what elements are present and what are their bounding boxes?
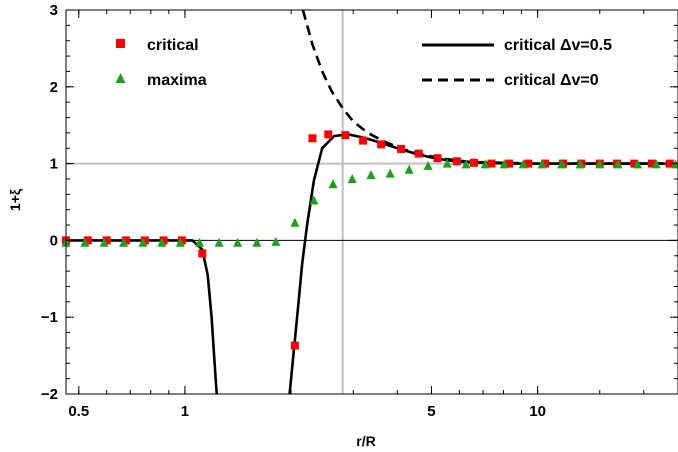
legend: critical maxima critical Δv=0.5 critical… [115,37,612,89]
critical-point [341,131,350,140]
y-tick-label: 3 [50,2,58,19]
maxima-point [518,159,528,169]
critical-point [377,140,386,149]
maxima-point [80,237,90,247]
y-axis-label: 1+ξ [7,188,23,211]
maxima-point [309,195,319,205]
maxima-point [633,159,643,169]
plot-border [65,9,678,395]
maxima-point [366,170,376,180]
critical-point [524,159,533,168]
plot-frame [65,9,678,395]
y-tick-label: −2 [41,386,58,403]
critical-point [83,236,92,245]
critical-point [121,236,130,245]
critical-point [487,159,496,168]
maxima-point [271,236,281,246]
critical-point [433,154,442,163]
maxima-point [195,237,204,247]
critical-point [452,157,461,166]
maxima-point [214,237,224,247]
legend-critical-label: critical [147,37,199,54]
maxima-point [175,237,185,247]
y-tick-label: 2 [50,79,58,96]
critical-point [397,145,406,153]
critical-point [541,159,550,168]
critical-point [159,236,168,245]
x-tick-label: 10 [529,403,546,420]
maxima-point [328,179,338,189]
legend-critical-marker [116,39,125,48]
series-line-2-segment-0 [66,239,218,395]
critical-point [414,149,423,158]
y-tick-label: −1 [41,309,58,326]
x-tick-label: 5 [427,403,435,420]
maxima-point [575,159,585,169]
plot-area [66,10,678,394]
maxima-point [499,159,509,169]
critical-point [665,159,674,168]
x-tick-label: 0.5 [68,403,89,420]
critical-point [324,130,333,139]
legend-dashed-label: critical Δv=0 [504,72,599,89]
legend-maxima-label: maxima [147,72,207,89]
critical-point [290,341,299,350]
maxima-point [461,159,471,169]
maxima-point [99,237,109,247]
maxima-point [233,237,243,247]
critical-point [102,236,111,245]
critical-point [198,249,207,258]
maxima-point [404,164,414,174]
plot-background [66,10,678,394]
y-tick-label: 0 [50,232,58,249]
maxima-point [385,168,395,178]
maxima-point [347,174,357,183]
critical-point [648,159,656,168]
maxima-point [480,159,490,169]
maxima-point [252,237,262,247]
maxima-point [557,159,567,169]
x-tick-label: 1 [181,403,189,420]
maxima-point [537,159,547,169]
critical-point [630,159,639,168]
critical-point [470,158,478,167]
maxima-point [442,158,452,168]
maxima-point [119,237,129,247]
maxima-point [423,160,433,170]
critical-point [308,134,317,143]
critical-point [177,236,186,245]
x-axis-label: r/R [356,433,375,449]
axis-ticks: 0.5 1 5 10 −2 −1 0 1 2 3 [41,2,678,420]
maxima-point [138,237,148,247]
y-tick-label: 1 [50,156,58,173]
maxima-point [613,159,623,169]
legend-solid-label: critical Δv=0.5 [504,37,612,54]
legend-maxima-marker [115,73,126,83]
maxima-point [595,159,605,169]
critical-point [505,159,514,168]
series-lines [66,9,678,395]
maxima-point [290,217,300,227]
critical-point [140,236,149,245]
maxima-point [651,159,661,169]
maxima-point [157,237,167,247]
critical-point [359,136,368,145]
